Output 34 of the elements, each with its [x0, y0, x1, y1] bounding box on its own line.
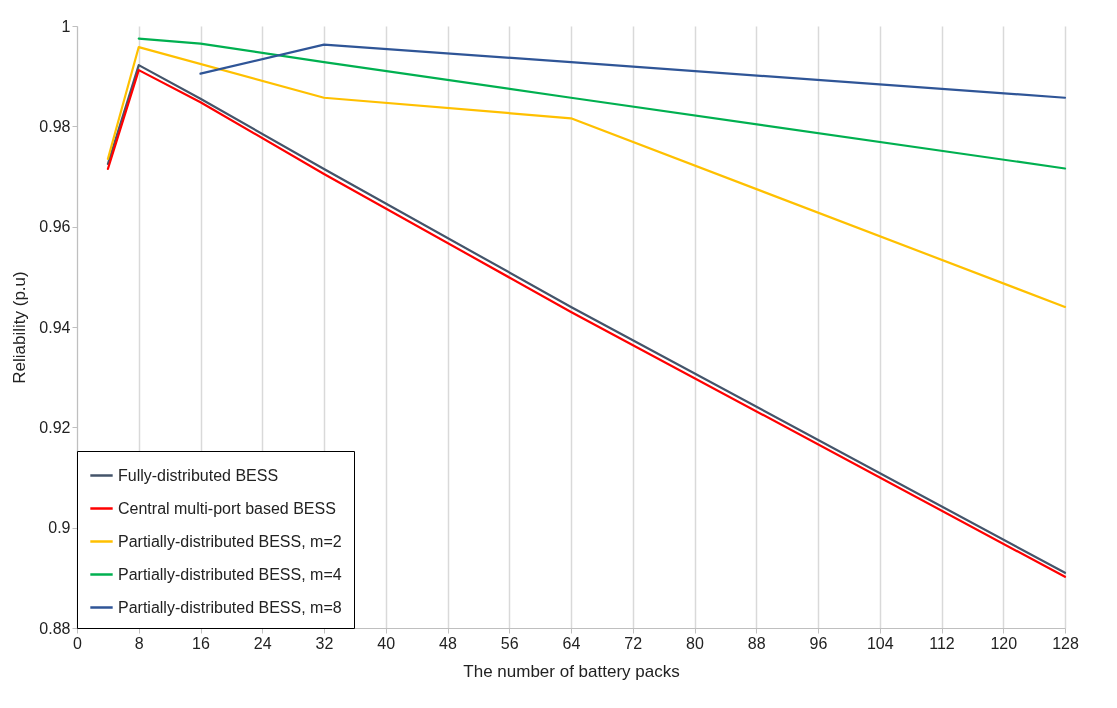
y-tick-label: 0.92 — [39, 418, 71, 436]
x-tick-label: 40 — [377, 634, 396, 652]
line-series — [199, 43, 1067, 99]
y-tick-label: 0.96 — [39, 218, 71, 236]
x-tick-label: 128 — [1052, 634, 1079, 652]
legend-label: Central multi-port based BESS — [118, 499, 336, 517]
legend-label: Partially-distributed BESS, m=4 — [118, 565, 342, 583]
x-tick-label: 72 — [624, 634, 643, 652]
legend-label: Partially-distributed BESS, m=8 — [118, 598, 342, 616]
x-axis-title: The number of battery packs — [463, 661, 680, 681]
line-series — [137, 37, 1067, 170]
y-axis-title: Reliability (p.u) — [10, 271, 30, 384]
legend-label: Fully-distributed BESS — [118, 466, 279, 484]
x-tick-label: 8 — [134, 634, 144, 652]
x-tick-label: 104 — [866, 634, 894, 652]
x-tick-label: 112 — [929, 634, 955, 652]
x-tick-label: 0 — [73, 634, 83, 652]
x-tick-label: 80 — [686, 634, 704, 652]
x-tick-label: 88 — [747, 634, 766, 652]
x-tick-label: 120 — [990, 634, 1018, 652]
x-tick-label: 16 — [192, 634, 210, 652]
x-tick-label: 48 — [439, 634, 457, 652]
x-tick-label: 24 — [253, 634, 272, 652]
y-tick-label: 0.9 — [48, 519, 71, 537]
x-tick-label: 32 — [315, 634, 334, 652]
y-tick-label: 0.94 — [39, 318, 71, 336]
x-tick-label: 56 — [500, 634, 519, 652]
y-tick-label: 0.98 — [39, 117, 71, 135]
y-tick-label: 1 — [61, 17, 71, 35]
legend-label: Partially-distributed BESS, m=2 — [118, 532, 342, 550]
line-series — [106, 45, 1067, 309]
x-tick-label: 64 — [562, 634, 581, 652]
y-tick-label: 0.88 — [39, 619, 71, 637]
x-tick-label: 96 — [809, 634, 828, 652]
